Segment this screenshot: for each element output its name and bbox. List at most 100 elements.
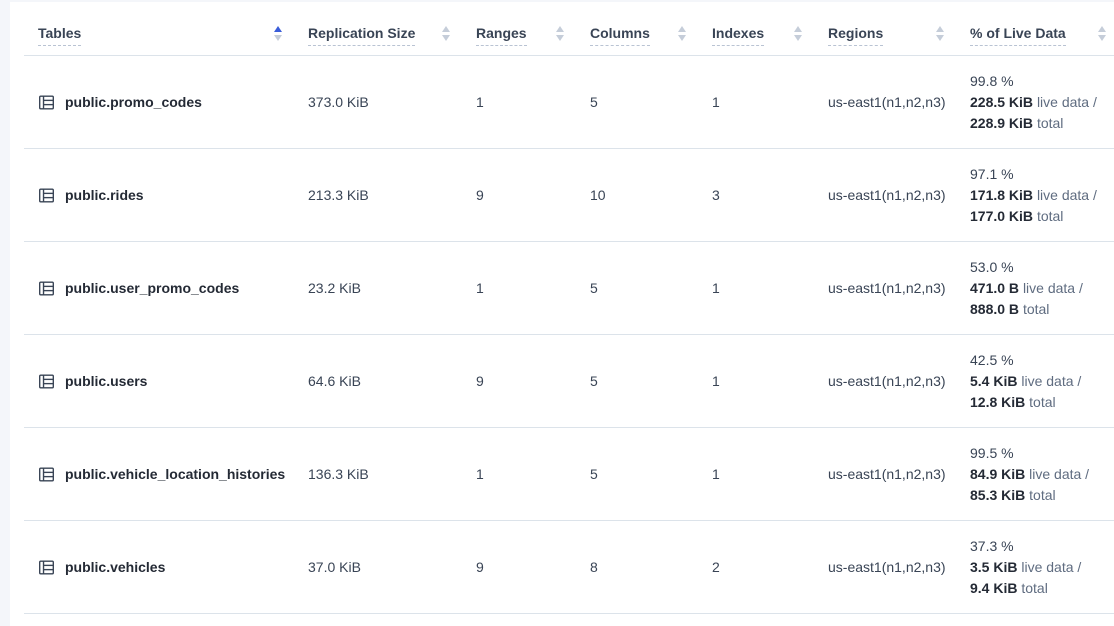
total-size-line: 12.8 KiB total xyxy=(970,393,1056,410)
table-row: public.user_promo_codes 23.2 KiB 1 5 1 u… xyxy=(24,242,1114,335)
sort-asc-icon xyxy=(556,26,564,32)
tables-panel: Tables Replication Size Ranges Columns I… xyxy=(10,0,1114,614)
indexes-cell: 1 xyxy=(712,466,720,482)
ranges-cell: 1 xyxy=(476,466,484,482)
sort-arrows-icon xyxy=(678,26,686,45)
total-size-line: 888.0 B total xyxy=(970,300,1050,317)
table-row: public.vehicles 37.0 KiB 9 8 2 us-east1(… xyxy=(24,521,1114,614)
sort-arrows-icon xyxy=(794,26,802,45)
regions-cell: us-east1(n1,n2,n3) xyxy=(828,94,946,110)
sort-arrows-icon xyxy=(556,26,564,45)
regions-cell: us-east1(n1,n2,n3) xyxy=(828,373,946,389)
live-size-line: 171.8 KiB live data / xyxy=(970,186,1097,203)
live-data-cell: 53.0 % 471.0 B live data / 888.0 B total xyxy=(970,257,1114,320)
table-name-cell: public.rides xyxy=(38,187,308,204)
replication-size-cell: 37.0 KiB xyxy=(308,559,361,575)
sort-asc-icon xyxy=(274,26,282,32)
column-header[interactable]: Tables xyxy=(38,25,308,46)
table-name-link[interactable]: public.vehicle_location_histories xyxy=(65,466,286,482)
replication-size-cell: 213.3 KiB xyxy=(308,187,369,203)
table-name-cell: public.user_promo_codes xyxy=(38,280,308,297)
column-header[interactable]: Columns xyxy=(590,25,712,46)
live-size-line: 228.5 KiB live data / xyxy=(970,93,1097,110)
total-size-line: 228.9 KiB total xyxy=(970,114,1064,131)
live-percent: 53.0 % xyxy=(970,258,1014,275)
table-icon xyxy=(38,280,55,297)
table-name-cell: public.users xyxy=(38,373,308,390)
table-name-cell: public.promo_codes xyxy=(38,94,308,111)
sort-arrows-icon xyxy=(1098,26,1106,45)
live-size-line: 84.9 KiB live data / xyxy=(970,465,1090,482)
replication-size-cell: 136.3 KiB xyxy=(308,466,369,482)
replication-size-cell: 64.6 KiB xyxy=(308,373,361,389)
sort-desc-icon xyxy=(1098,35,1106,41)
table-name-link[interactable]: public.user_promo_codes xyxy=(65,280,240,296)
table-icon xyxy=(38,466,55,483)
table-header: Tables Replication Size Ranges Columns I… xyxy=(24,2,1114,56)
columns-cell: 5 xyxy=(590,466,598,482)
ranges-cell: 9 xyxy=(476,559,484,575)
table-body: public.promo_codes 373.0 KiB 1 5 1 us-ea… xyxy=(10,56,1114,614)
indexes-cell: 1 xyxy=(712,280,720,296)
column-header[interactable]: Ranges xyxy=(476,25,590,46)
sort-asc-icon xyxy=(442,26,450,32)
sort-arrows-icon xyxy=(442,26,450,45)
indexes-cell: 1 xyxy=(712,94,720,110)
column-header[interactable]: Replication Size xyxy=(308,25,476,46)
live-data-cell: 42.5 % 5.4 KiB live data / 12.8 KiB tota… xyxy=(970,350,1114,413)
column-header-label: Ranges xyxy=(476,25,527,46)
column-header-label: Tables xyxy=(38,25,82,46)
regions-cell: us-east1(n1,n2,n3) xyxy=(828,559,946,575)
column-header-label: Indexes xyxy=(712,25,765,46)
replication-size-cell: 373.0 KiB xyxy=(308,94,369,110)
live-percent: 99.5 % xyxy=(970,444,1014,461)
ranges-cell: 9 xyxy=(476,373,484,389)
sort-desc-icon xyxy=(678,35,686,41)
live-percent: 42.5 % xyxy=(970,351,1014,368)
sort-asc-icon xyxy=(936,26,944,32)
indexes-cell: 3 xyxy=(712,187,720,203)
live-percent: 37.3 % xyxy=(970,537,1014,554)
left-gutter xyxy=(0,0,10,626)
sort-desc-icon xyxy=(442,35,450,41)
table-icon xyxy=(38,94,55,111)
total-size-line: 85.3 KiB total xyxy=(970,486,1056,503)
columns-cell: 8 xyxy=(590,559,598,575)
indexes-cell: 2 xyxy=(712,559,720,575)
live-size-line: 3.5 KiB live data / xyxy=(970,558,1082,575)
columns-cell: 5 xyxy=(590,373,598,389)
table-row: public.vehicle_location_histories 136.3 … xyxy=(24,428,1114,521)
live-data-cell: 97.1 % 171.8 KiB live data / 177.0 KiB t… xyxy=(970,164,1114,227)
table-name-link[interactable]: public.users xyxy=(65,373,148,389)
table-icon xyxy=(38,373,55,390)
table-icon xyxy=(38,559,55,576)
table-icon xyxy=(38,187,55,204)
column-header[interactable]: Indexes xyxy=(712,25,828,46)
table-name-cell: public.vehicles xyxy=(38,559,308,576)
column-header-label: Regions xyxy=(828,25,884,46)
live-data-cell: 99.5 % 84.9 KiB live data / 85.3 KiB tot… xyxy=(970,443,1114,506)
regions-cell: us-east1(n1,n2,n3) xyxy=(828,466,946,482)
table-name-link[interactable]: public.rides xyxy=(65,187,144,203)
column-header-label: Columns xyxy=(590,25,650,46)
columns-cell: 10 xyxy=(590,187,606,203)
column-header-label: Replication Size xyxy=(308,25,416,46)
live-size-line: 471.0 B live data / xyxy=(970,279,1083,296)
sort-desc-icon xyxy=(274,35,282,41)
regions-cell: us-east1(n1,n2,n3) xyxy=(828,187,946,203)
column-header[interactable]: Regions xyxy=(828,25,970,46)
table-row: public.promo_codes 373.0 KiB 1 5 1 us-ea… xyxy=(24,56,1114,149)
table-name-link[interactable]: public.vehicles xyxy=(65,559,166,575)
total-size-line: 9.4 KiB total xyxy=(970,579,1048,596)
total-size-line: 177.0 KiB total xyxy=(970,207,1064,224)
column-header[interactable]: % of Live Data xyxy=(970,25,1114,46)
columns-cell: 5 xyxy=(590,280,598,296)
ranges-cell: 1 xyxy=(476,94,484,110)
sort-asc-icon xyxy=(794,26,802,32)
sort-arrows-icon xyxy=(936,26,944,45)
table-name-link[interactable]: public.promo_codes xyxy=(65,94,202,110)
ranges-cell: 9 xyxy=(476,187,484,203)
sort-asc-icon xyxy=(678,26,686,32)
table-row: public.users 64.6 KiB 9 5 1 us-east1(n1,… xyxy=(24,335,1114,428)
sort-asc-icon xyxy=(1098,26,1106,32)
